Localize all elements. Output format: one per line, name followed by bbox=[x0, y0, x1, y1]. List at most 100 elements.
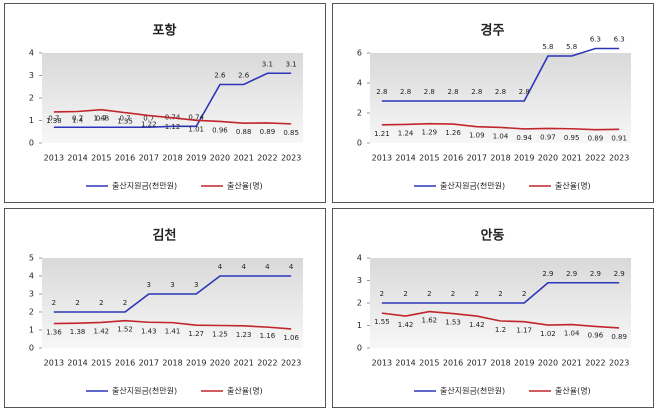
data-label: 1.55 bbox=[374, 318, 390, 326]
x-tick-label: 2022 bbox=[585, 154, 605, 163]
data-label: 3.1 bbox=[262, 60, 273, 68]
data-label: 6.3 bbox=[590, 36, 601, 44]
chart-title: 김천 bbox=[153, 229, 177, 244]
data-label: 2.9 bbox=[590, 270, 601, 278]
y-tick-label: 0 bbox=[29, 344, 34, 353]
data-label: 1.01 bbox=[188, 125, 204, 133]
y-tick-label: 2 bbox=[357, 109, 362, 118]
data-label: 1.02 bbox=[540, 330, 556, 338]
x-tick-label: 2021 bbox=[234, 154, 254, 163]
data-label: 2.8 bbox=[400, 88, 411, 96]
data-label: 1.23 bbox=[236, 331, 252, 339]
data-label: 0.89 bbox=[588, 135, 604, 143]
legend-label: 출산율(명) bbox=[555, 386, 591, 396]
x-tick-label: 2014 bbox=[67, 359, 87, 368]
x-tick-label: 2019 bbox=[186, 359, 206, 368]
data-label: 0.96 bbox=[588, 331, 604, 339]
data-label: 1.41 bbox=[165, 328, 181, 336]
data-label: 2.9 bbox=[542, 270, 553, 278]
x-tick-label: 2018 bbox=[490, 359, 510, 368]
data-label: 4 bbox=[265, 263, 270, 271]
data-label: 1.43 bbox=[141, 327, 157, 335]
data-label: 2 bbox=[52, 299, 56, 307]
data-label: 2.8 bbox=[495, 88, 506, 96]
data-label: 0.7 bbox=[143, 114, 154, 122]
series-line bbox=[53, 275, 292, 313]
data-label: 1.29 bbox=[422, 129, 438, 137]
x-tick-label: 2021 bbox=[562, 154, 582, 163]
data-label: 1.16 bbox=[260, 332, 276, 340]
y-tick-label: 2 bbox=[29, 94, 34, 103]
data-label: 1.42 bbox=[398, 321, 414, 329]
data-label: 2 bbox=[75, 299, 79, 307]
data-label: 0.88 bbox=[236, 128, 252, 136]
data-label: 0.74 bbox=[188, 113, 204, 121]
x-tick-label: 2023 bbox=[609, 359, 629, 368]
y-tick-label: 0 bbox=[357, 139, 362, 148]
data-label: 1.42 bbox=[94, 327, 110, 335]
y-tick-label: 4 bbox=[29, 272, 34, 281]
data-label: 0.7 bbox=[96, 114, 107, 122]
x-tick-label: 2015 bbox=[419, 154, 439, 163]
y-tick-label: 4 bbox=[29, 49, 34, 58]
data-label: 0.96 bbox=[212, 126, 228, 134]
data-label: 0.85 bbox=[283, 129, 299, 137]
data-label: 3 bbox=[170, 281, 174, 289]
data-label: 1.04 bbox=[493, 132, 509, 140]
x-tick-label: 2021 bbox=[562, 359, 582, 368]
plot-area bbox=[42, 258, 303, 348]
x-tick-label: 2013 bbox=[44, 154, 64, 163]
data-label: 3 bbox=[147, 281, 151, 289]
data-label: 2 bbox=[99, 299, 103, 307]
data-label: 0.91 bbox=[611, 134, 627, 142]
y-tick-label: 4 bbox=[357, 79, 362, 88]
x-tick-label: 2018 bbox=[162, 359, 182, 368]
data-label: 2.9 bbox=[614, 270, 625, 278]
data-label: 2 bbox=[427, 290, 431, 298]
chart-title: 경주 bbox=[481, 23, 505, 39]
x-tick-label: 2022 bbox=[257, 359, 277, 368]
data-label: 1.38 bbox=[46, 117, 62, 125]
x-tick-label: 2013 bbox=[44, 359, 64, 368]
series-line bbox=[53, 319, 292, 330]
series-line bbox=[53, 108, 292, 125]
data-label: 1.26 bbox=[445, 129, 461, 137]
y-tick-label: 3 bbox=[357, 276, 362, 285]
x-tick-label: 2022 bbox=[257, 154, 277, 163]
x-tick-label: 2016 bbox=[115, 359, 135, 368]
x-tick-label: 2023 bbox=[609, 154, 629, 163]
data-label: 1.2 bbox=[495, 326, 506, 334]
legend-label: 출산율(명) bbox=[227, 181, 263, 191]
legend-label: 출산지원금(천만원) bbox=[440, 386, 505, 396]
data-label: 0.94 bbox=[516, 134, 532, 142]
x-tick-label: 2019 bbox=[514, 359, 534, 368]
legend-label: 출산지원금(천만원) bbox=[440, 181, 505, 191]
data-label: 2 bbox=[403, 290, 407, 298]
data-label: 1.22 bbox=[141, 121, 157, 129]
x-tick-label: 2020 bbox=[210, 154, 230, 163]
data-label: 1.24 bbox=[398, 129, 414, 137]
data-label: 0.89 bbox=[260, 128, 276, 136]
y-tick-label: 3 bbox=[29, 290, 34, 299]
data-label: 5.8 bbox=[566, 43, 577, 51]
data-label: 2.9 bbox=[566, 270, 577, 278]
data-label: 0.95 bbox=[564, 134, 580, 142]
data-label: 0.7 bbox=[119, 114, 130, 122]
data-label: 2 bbox=[123, 299, 127, 307]
legend-label: 출산율(명) bbox=[555, 181, 591, 191]
data-label: 2 bbox=[451, 290, 455, 298]
y-tick-label: 2 bbox=[29, 308, 34, 317]
data-label: 2.6 bbox=[214, 72, 226, 80]
x-tick-label: 2016 bbox=[115, 154, 135, 163]
y-tick-label: 2 bbox=[357, 299, 362, 308]
data-label: 1.21 bbox=[374, 130, 390, 138]
data-label: 1.42 bbox=[469, 321, 485, 329]
x-tick-label: 2016 bbox=[443, 359, 463, 368]
data-label: 1.35 bbox=[117, 118, 133, 126]
data-label: 1.25 bbox=[212, 331, 228, 339]
x-tick-label: 2015 bbox=[419, 359, 439, 368]
x-tick-label: 2015 bbox=[91, 359, 111, 368]
x-tick-label: 2014 bbox=[395, 154, 415, 163]
data-label: 2.8 bbox=[471, 88, 482, 96]
data-label: 1.52 bbox=[117, 326, 133, 334]
